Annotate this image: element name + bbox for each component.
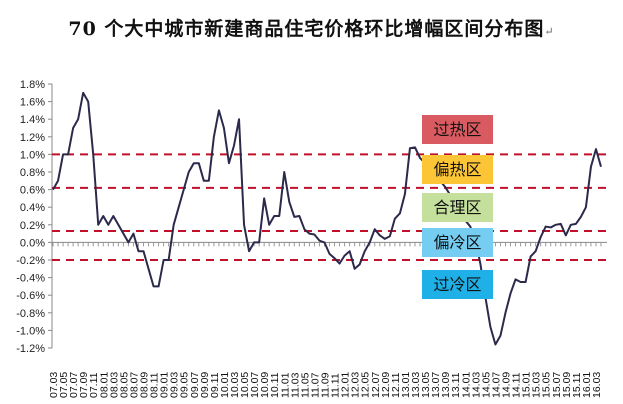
y-tick-label: 1.8% <box>20 79 45 91</box>
x-tick-label: 07.09 <box>78 372 90 398</box>
x-tick-label: 12.11 <box>390 372 402 398</box>
x-tick-label: 11.11 <box>330 373 342 398</box>
x-tick-label: 13.01 <box>400 372 412 398</box>
x-tick-label: 07.07 <box>68 372 80 398</box>
x-tick-label: 11.09 <box>319 372 331 398</box>
x-tick-label: 08.09 <box>138 372 150 398</box>
y-tick-label: 0.2% <box>20 220 45 232</box>
x-tick-label: 13.07 <box>430 372 442 398</box>
x-tick-label: 09.01 <box>159 372 171 398</box>
x-tick-label: 10.01 <box>219 372 231 398</box>
x-tick-label: 14.09 <box>500 372 512 398</box>
y-tick-label: -0.4% <box>16 273 45 285</box>
x-tick-label: 12.03 <box>350 372 362 398</box>
x-tick-label: 11.05 <box>299 372 311 398</box>
x-tick-label: 12.01 <box>340 372 352 398</box>
zone-overheated: 过热区 <box>422 115 493 144</box>
y-tick-label: -1.0% <box>16 325 45 337</box>
chart-title-text: 70 个大中城市新建商品住宅价格环比增幅区间分布图 <box>68 18 545 40</box>
y-tick-label: -1.2% <box>16 343 45 355</box>
x-tick-label: 15.07 <box>551 372 563 398</box>
zone-overcooled: 过冷区 <box>422 270 493 299</box>
x-tick-label: 07.03 <box>48 372 60 398</box>
y-tick-label: 1.4% <box>20 114 45 126</box>
series-line <box>52 91 602 346</box>
x-tick-label: 10.05 <box>239 372 251 398</box>
y-tick-label: 0.6% <box>20 185 45 197</box>
x-tick-label: 11.01 <box>279 372 291 398</box>
x-tick-label: 15.01 <box>521 372 533 398</box>
x-tick-label: 13.09 <box>440 372 452 398</box>
x-tick-label: 11.07 <box>309 372 321 398</box>
y-tick-label: 0.8% <box>20 167 45 179</box>
y-tick-label: -0.8% <box>16 308 45 320</box>
x-tick-label: 15.05 <box>541 372 553 398</box>
x-tick-label: 14.07 <box>490 372 502 398</box>
x-tick-label: 16.01 <box>581 372 593 398</box>
y-tick-label: -0.2% <box>16 255 45 267</box>
x-tick-label: 08.11 <box>149 372 161 398</box>
x-tick-label: 08.03 <box>108 372 120 398</box>
x-tick-label: 07.05 <box>58 372 70 398</box>
y-tick-label: 0.0% <box>20 237 45 249</box>
x-tick-label: 16.03 <box>591 372 603 398</box>
x-tick-label: 09.09 <box>199 372 211 398</box>
x-tick-label: 09.07 <box>189 372 201 398</box>
x-tick-label: 13.05 <box>420 372 432 398</box>
x-tick-label: 15.11 <box>571 372 583 398</box>
x-tick-label: 14.01 <box>460 372 472 398</box>
x-tick-label: 12.07 <box>370 372 382 398</box>
x-tick-label: 10.11 <box>269 372 281 398</box>
x-tick-label: 12.09 <box>380 372 392 398</box>
x-tick-label: 08.05 <box>118 372 130 398</box>
y-tick-label: -0.6% <box>16 290 45 302</box>
x-tick-label: 13.11 <box>450 372 462 398</box>
x-tick-label: 09.05 <box>179 372 191 398</box>
zone-reasonable: 合理区 <box>422 193 493 222</box>
x-tick-label: 08.07 <box>128 372 140 398</box>
x-tick-label: 08.01 <box>98 372 110 398</box>
chart-title: 70 个大中城市新建商品住宅价格环比增幅区间分布图↵ <box>0 14 623 41</box>
x-tick-label: 15.09 <box>561 372 573 398</box>
x-tick-label: 07.11 <box>88 372 100 398</box>
x-tick-label: 09.03 <box>169 372 181 398</box>
x-tick-label: 12.05 <box>360 372 372 398</box>
zone-warm: 偏热区 <box>422 155 493 184</box>
x-tick-label: 14.03 <box>470 372 482 398</box>
x-tick-label: 11.03 <box>289 372 301 398</box>
x-tick-label: 10.09 <box>259 372 271 398</box>
y-tick-label: 1.2% <box>20 132 45 144</box>
y-tick-label: 1.0% <box>20 149 45 161</box>
x-tick-label: 10.03 <box>229 372 241 398</box>
paragraph-mark-icon: ↵ <box>544 25 555 38</box>
x-tick-label: 14.05 <box>480 372 492 398</box>
x-tick-label: 09.11 <box>209 372 221 398</box>
y-tick-label: 0.4% <box>20 202 45 214</box>
x-tick-label: 13.03 <box>410 372 422 398</box>
zone-cool: 偏冷区 <box>422 228 493 257</box>
y-tick-label: 1.6% <box>20 97 45 109</box>
x-tick-label: 14.11 <box>511 372 523 398</box>
x-tick-label: 10.07 <box>249 372 261 398</box>
x-tick-label: 15.03 <box>531 372 543 398</box>
